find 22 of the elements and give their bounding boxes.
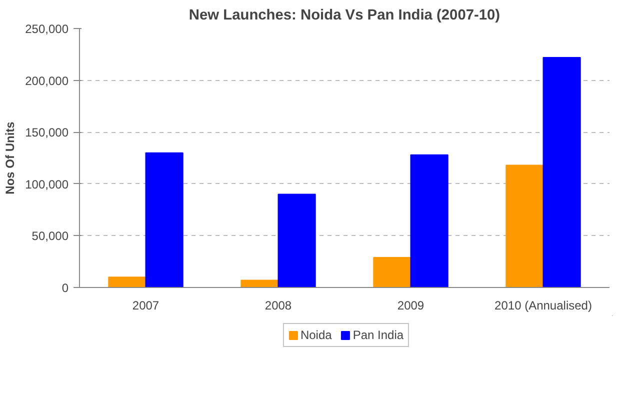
bar: [373, 256, 412, 288]
x-tick-label: 2007: [132, 298, 160, 312]
bar: [542, 57, 581, 288]
x-tick-label: 2010 (Annualised): [494, 298, 592, 312]
bar: [240, 280, 279, 288]
y-tick-label: 150,000: [25, 126, 69, 140]
y-axis-title: Nos Of Units: [3, 121, 18, 194]
y-tick-label: 50,000: [32, 229, 69, 244]
chart-title: New Launches: Noida Vs Pan India (2007-10): [188, 8, 500, 24]
legend-label: Pan India: [352, 328, 404, 342]
y-tick-label: 100,000: [25, 177, 69, 192]
y-tick-label: 0: [62, 281, 69, 295]
bar: [506, 164, 544, 288]
y-tick-label: 250,000: [25, 22, 69, 36]
x-tick-label: 2008: [264, 298, 292, 312]
y-tick-label: 200,000: [25, 74, 69, 88]
x-tick-label: 2009: [397, 298, 424, 312]
bar: [278, 194, 316, 288]
bar: [410, 154, 448, 288]
bar: [108, 276, 146, 288]
bar: [145, 152, 184, 288]
legend-label: Noida: [300, 328, 332, 342]
